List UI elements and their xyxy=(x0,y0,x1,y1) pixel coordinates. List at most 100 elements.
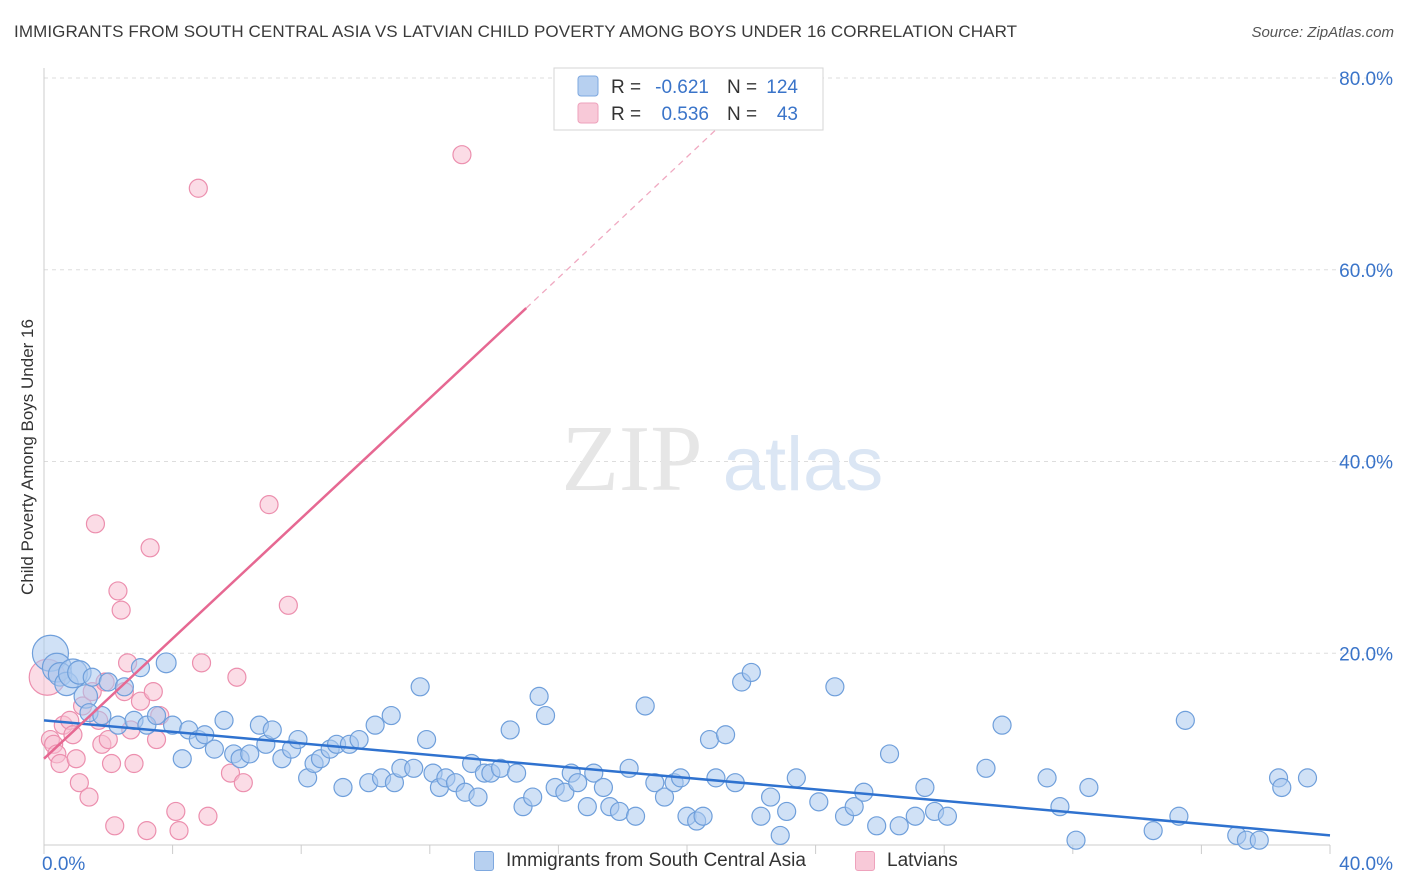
immigrants-point xyxy=(741,662,761,683)
immigrants-point xyxy=(98,672,118,692)
latvians-point xyxy=(108,581,128,601)
correlation-legend: R = -0.621 N = 124 R = 0.536 N = 43 xyxy=(553,67,824,131)
legend-n-label-2: N = xyxy=(727,104,757,125)
immigrants-point xyxy=(172,749,192,769)
latvians-point xyxy=(140,538,160,558)
series-legend: Immigrants from South Central Asia Latvi… xyxy=(0,850,1406,880)
latvians-point xyxy=(130,691,151,711)
legend-item-immigrants: Immigrants from South Central Asia xyxy=(474,850,806,872)
immigrants-point xyxy=(529,686,549,706)
immigrants-point xyxy=(262,720,282,740)
immigrants-point xyxy=(879,744,900,764)
zipatlas-watermark: ZIP atlas xyxy=(562,407,884,511)
latvians-point xyxy=(124,753,144,774)
latvians-point xyxy=(188,178,208,198)
latvians-point xyxy=(105,816,125,836)
latvians-point xyxy=(143,681,163,702)
immigrants-point xyxy=(535,705,556,726)
immigrants-point xyxy=(1143,821,1163,841)
legend-n-value-2: 43 xyxy=(777,104,798,125)
immigrants-point xyxy=(976,758,996,778)
source-credit: Source: ZipAtlas.com xyxy=(1251,24,1394,41)
y-tick-label: 80.0% xyxy=(1339,69,1393,90)
x-tick-label: 0.0% xyxy=(42,854,85,875)
immigrants-point xyxy=(108,715,128,735)
watermark-zip: ZIP xyxy=(562,407,703,511)
legend-swatch-latvians xyxy=(855,851,875,871)
latvians-point xyxy=(452,145,472,165)
latvians-point xyxy=(111,600,131,620)
immigrants-point xyxy=(915,777,935,798)
immigrants-point xyxy=(619,758,639,778)
legend-r-label-1: R = xyxy=(611,77,641,98)
immigrants-point xyxy=(645,773,665,793)
immigrants-point xyxy=(593,777,614,798)
legend-swatch-immigrants xyxy=(474,851,494,871)
immigrants-point xyxy=(809,792,829,812)
immigrants-trend-line xyxy=(43,719,1331,837)
immigrants-point xyxy=(770,825,790,846)
watermark-atlas: atlas xyxy=(723,422,884,507)
immigrants-point xyxy=(609,801,630,822)
immigrants-point xyxy=(365,715,385,735)
y-tick-label: 40.0% xyxy=(1339,453,1393,474)
immigrants-point xyxy=(214,710,234,730)
latvians-point xyxy=(66,749,86,769)
x-tick-label: 40.0% xyxy=(1339,854,1393,875)
immigrants-point xyxy=(114,677,134,697)
immigrants-point xyxy=(715,725,736,745)
latvians-point xyxy=(79,787,99,807)
immigrants-point xyxy=(500,720,520,740)
latvians-point xyxy=(85,514,106,534)
latvians-point xyxy=(63,725,83,745)
immigrants-point xyxy=(786,768,806,788)
latvians-point xyxy=(50,753,70,774)
immigrants-point xyxy=(82,667,102,687)
immigrants-point xyxy=(468,787,488,807)
immigrants-point xyxy=(410,677,430,697)
immigrants-point xyxy=(844,797,864,817)
latvians-point xyxy=(278,595,298,615)
y-tick-label: 60.0% xyxy=(1339,261,1393,282)
immigrants-point xyxy=(905,806,925,826)
latvians-point xyxy=(98,729,118,750)
immigrants-point xyxy=(867,816,887,836)
immigrants-point xyxy=(699,729,720,750)
immigrants-point xyxy=(635,696,655,716)
immigrants-point xyxy=(555,782,575,802)
immigrants-point xyxy=(825,677,845,697)
immigrants-point xyxy=(349,729,369,750)
legend-n-value-1: 124 xyxy=(766,77,798,98)
axes xyxy=(43,68,1331,854)
latvians-point xyxy=(227,667,247,687)
legend-r-value-2: 0.536 xyxy=(661,104,709,125)
immigrants-point xyxy=(146,705,167,726)
immigrants-point xyxy=(1249,830,1269,850)
latvians-point xyxy=(220,763,241,783)
immigrants-point xyxy=(693,806,713,826)
chart-title: IMMIGRANTS FROM SOUTH CENTRAL ASIA VS LA… xyxy=(14,22,1018,41)
immigrants-point xyxy=(507,763,527,783)
latvians-trend-extension xyxy=(525,111,736,309)
legend-r-value-1: -0.621 xyxy=(655,77,709,98)
immigrants-point xyxy=(333,777,353,798)
latvians-point xyxy=(233,773,253,793)
immigrants-point xyxy=(416,729,437,750)
immigrants-point xyxy=(654,787,675,807)
trend-lines xyxy=(43,111,1331,837)
immigrants-point xyxy=(1079,777,1099,798)
y-tick-label: 20.0% xyxy=(1339,644,1393,665)
legend-n-label-1: N = xyxy=(727,77,757,98)
latvians-point xyxy=(101,753,122,774)
immigrants-point xyxy=(625,806,646,826)
immigrants-point xyxy=(568,773,588,793)
latvians-point xyxy=(191,653,212,673)
latvians-point xyxy=(198,806,218,826)
immigrants-point xyxy=(937,806,958,826)
legend-r-label-2: R = xyxy=(611,104,641,125)
immigrants-point xyxy=(992,715,1012,735)
immigrants-point xyxy=(523,787,543,807)
immigrants-point xyxy=(1272,777,1292,798)
latvians-point xyxy=(69,773,89,793)
